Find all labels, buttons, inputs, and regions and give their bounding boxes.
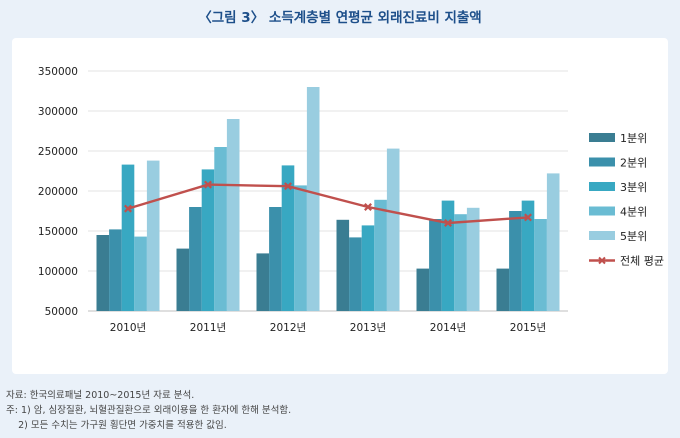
bar-4분위-2011년 — [214, 147, 227, 311]
y-tick-label: 350000 — [38, 66, 78, 78]
y-tick-label: 100000 — [38, 266, 78, 278]
bar-5분위-2014년 — [466, 207, 480, 311]
bar-4분위-2015년 — [534, 219, 547, 311]
footnote-1: 주: 1) 암, 심장질환, 뇌혈관질환으로 외래이용을 한 환자에 한해 분석… — [6, 405, 292, 416]
y-tick-label: 300000 — [38, 106, 78, 118]
y-tick-label: 200000 — [38, 186, 78, 198]
legend-label-2분위: 2분위 — [620, 157, 647, 170]
bar-2분위-2010년 — [109, 229, 122, 311]
legend-label-average: 전체 평균 — [620, 255, 664, 268]
average-line-path — [127, 183, 529, 225]
average-line — [124, 180, 532, 227]
bar-5분위-2010년 — [146, 160, 160, 311]
legend-swatch-2분위 — [589, 157, 615, 167]
legend-swatch-4분위 — [589, 206, 615, 216]
average-point-2012년 — [284, 182, 292, 191]
average-point-2015년 — [524, 213, 532, 222]
bar-3분위-2011년 — [201, 169, 215, 311]
bar-3분위-2015년 — [521, 200, 535, 311]
source-note: 자료: 한국의료패널 2010~2015년 자료 분석. — [6, 390, 195, 401]
bar-3분위-2013년 — [361, 225, 375, 311]
x-tick-label: 2014년 — [430, 322, 466, 334]
bar-2분위-2014년 — [429, 219, 442, 311]
grid-lines — [88, 70, 568, 312]
bar-1분위-2011년 — [176, 248, 190, 311]
x-tick-label: 2015년 — [510, 322, 546, 334]
bar-4분위-2010년 — [134, 236, 147, 311]
average-point-2011년 — [204, 180, 212, 189]
bars — [96, 87, 560, 311]
legend-swatch-3분위 — [589, 182, 615, 191]
bar-5분위-2012년 — [306, 87, 320, 311]
x-tick-label: 2010년 — [110, 322, 146, 334]
x-axis-ticks: 2010년 2011년 2012년 2013년 2014년 2015년 — [110, 322, 546, 334]
bar-3분위-2010년 — [121, 164, 135, 311]
y-tick-label: 150000 — [38, 226, 78, 238]
chart-title: 〈그림 3〉 소득계층별 연평균 외래진료비 지출액 — [198, 10, 482, 26]
bar-1분위-2013년 — [336, 219, 350, 311]
bar-1분위-2012년 — [256, 253, 270, 311]
chart-notes: 자료: 한국의료패널 2010~2015년 자료 분석. 주: 1) 암, 심장… — [6, 388, 291, 433]
bar-1분위-2010년 — [96, 235, 110, 311]
bar-2분위-2015년 — [509, 211, 522, 311]
bar-3분위-2012년 — [281, 165, 295, 311]
y-tick-label: 250000 — [38, 146, 78, 158]
bar-2분위-2013년 — [349, 237, 362, 311]
x-tick-label: 2013년 — [350, 322, 386, 334]
legend-swatch-5분위 — [589, 231, 615, 240]
legend-swatch-1분위 — [589, 133, 615, 142]
bar-5분위-2015년 — [546, 173, 560, 311]
bar-1분위-2014년 — [416, 268, 430, 311]
bar-4분위-2012년 — [294, 185, 307, 311]
bar-4분위-2014년 — [454, 214, 467, 311]
average-point-2010년 — [124, 204, 132, 213]
chart-panel: 50000 100000 150000 200000 250000 300000 35000… — [12, 38, 668, 374]
footnote-2: 2) 모든 수치는 가구원 횡단면 가중치를 적용한 값임. — [6, 420, 227, 431]
legend-label-4분위: 4분위 — [620, 206, 647, 219]
x-tick-label: 2012년 — [270, 322, 306, 334]
bar-4분위-2013년 — [374, 199, 387, 311]
bar-1분위-2015년 — [496, 268, 510, 311]
x-tick-label: 2011년 — [190, 322, 226, 334]
average-point-2014년 — [444, 219, 452, 227]
legend-label-5분위: 5분위 — [620, 230, 647, 243]
legend-label-1분위: 1분위 — [620, 132, 647, 145]
bar-2분위-2011년 — [189, 207, 202, 311]
bar-3분위-2014년 — [441, 200, 455, 311]
y-tick-label: 50000 — [45, 306, 78, 318]
bar-chart: 50000 100000 150000 200000 250000 300000 35000… — [38, 66, 664, 334]
average-point-2013년 — [364, 203, 372, 211]
bar-2분위-2012년 — [269, 207, 282, 311]
legend-label-3분위: 3분위 — [620, 181, 647, 194]
bar-5분위-2011년 — [226, 119, 240, 311]
bar-5분위-2013년 — [386, 148, 400, 311]
y-axis-ticks: 50000 100000 150000 200000 250000 300000 35000… — [38, 66, 78, 318]
